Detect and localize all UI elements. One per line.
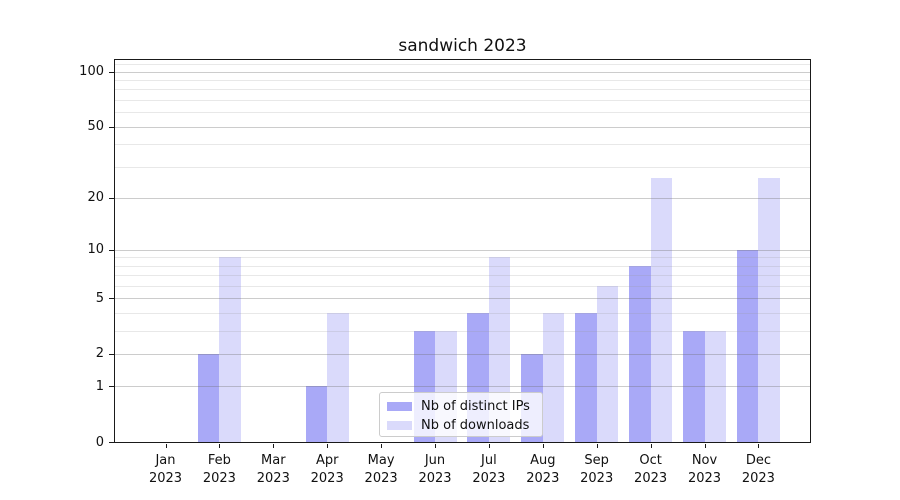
gridline-minor <box>115 166 810 168</box>
gridline-minor <box>115 64 810 66</box>
gridline-major <box>115 71 810 73</box>
bar <box>704 330 726 442</box>
bar <box>736 249 759 442</box>
x-tick <box>704 444 706 448</box>
gridline-minor <box>115 312 810 314</box>
bar <box>629 265 651 442</box>
y-tick <box>109 442 114 443</box>
gridline-major <box>115 126 810 128</box>
x-tick <box>381 444 383 448</box>
y-tick <box>109 386 114 388</box>
gridline-major <box>115 386 810 388</box>
legend-label-distinct-ips: Nb of distinct IPs <box>421 399 530 414</box>
bar <box>197 353 220 442</box>
gridline-minor <box>115 80 810 82</box>
x-tick-label: May 2023 <box>364 453 398 486</box>
x-tick <box>435 444 436 448</box>
bar <box>542 312 565 442</box>
bar <box>305 386 328 442</box>
gridline-major <box>115 353 810 355</box>
x-tick-label: Aug 2023 <box>526 453 560 486</box>
legend: Nb of distinct IPs Nb of downloads <box>379 392 543 437</box>
gridline-major <box>115 249 810 251</box>
y-tick <box>109 298 114 300</box>
x-tick <box>758 444 760 448</box>
y-tick-label: 100 <box>79 64 104 80</box>
x-tick <box>488 444 490 448</box>
gridline-major <box>115 197 810 199</box>
gridline-minor <box>115 89 810 91</box>
legend-label-downloads: Nb of downloads <box>421 418 530 433</box>
y-tick-label: 5 <box>95 290 104 306</box>
x-tick <box>219 444 221 448</box>
y-tick <box>109 197 114 199</box>
legend-swatch-downloads <box>387 421 412 430</box>
x-tick-label: Jan 2023 <box>148 453 183 486</box>
y-tick <box>109 353 114 355</box>
y-tick-label: 10 <box>87 242 104 258</box>
x-tick-label: Dec 2023 <box>741 453 775 486</box>
bar <box>575 312 597 442</box>
y-tick-label: 1 <box>95 378 104 394</box>
y-tick-label: 0 <box>95 434 104 450</box>
y-tick <box>109 249 114 251</box>
x-tick-label: Jun 2023 <box>418 453 452 486</box>
x-tick-label: Feb 2023 <box>202 453 236 486</box>
gridline-minor <box>115 144 810 146</box>
gridline-minor <box>115 100 810 102</box>
bar <box>683 330 705 442</box>
legend-swatch-distinct-ips <box>387 402 412 411</box>
x-tick-label: Oct 2023 <box>634 453 668 486</box>
x-tick-label: Apr 2023 <box>310 453 344 486</box>
bar <box>327 312 349 442</box>
y-tick-label: 2 <box>95 346 104 362</box>
y-tick <box>109 71 114 73</box>
y-tick-label: 20 <box>87 190 104 206</box>
legend-entry-distinct-ips: Nb of distinct IPs <box>380 397 542 416</box>
gridline-minor <box>115 112 810 114</box>
x-tick <box>165 444 167 448</box>
x-tick-label: Mar 2023 <box>256 453 290 486</box>
x-tick <box>273 444 275 448</box>
gridline-major <box>115 298 810 300</box>
y-tick <box>109 126 114 128</box>
x-tick-label: Nov 2023 <box>687 453 722 486</box>
x-tick <box>596 444 598 448</box>
y-tick-label: 50 <box>87 119 104 135</box>
legend-entry-downloads: Nb of downloads <box>380 416 542 435</box>
x-tick-label: Jul 2023 <box>472 453 506 486</box>
gridline-minor <box>115 265 810 267</box>
gridline-minor <box>115 257 810 259</box>
gridline-minor <box>115 330 810 332</box>
bar <box>219 257 241 442</box>
x-tick <box>327 444 329 448</box>
x-tick <box>542 444 544 448</box>
x-tick <box>650 444 652 448</box>
gridline-minor <box>115 285 810 287</box>
x-tick-label: Sep 2023 <box>580 453 614 486</box>
bar <box>596 285 619 442</box>
gridline-minor <box>115 275 810 277</box>
plot-area <box>114 59 811 443</box>
chart-title: sandwich 2023 <box>398 36 527 56</box>
bar <box>758 177 780 442</box>
bar <box>650 177 673 442</box>
